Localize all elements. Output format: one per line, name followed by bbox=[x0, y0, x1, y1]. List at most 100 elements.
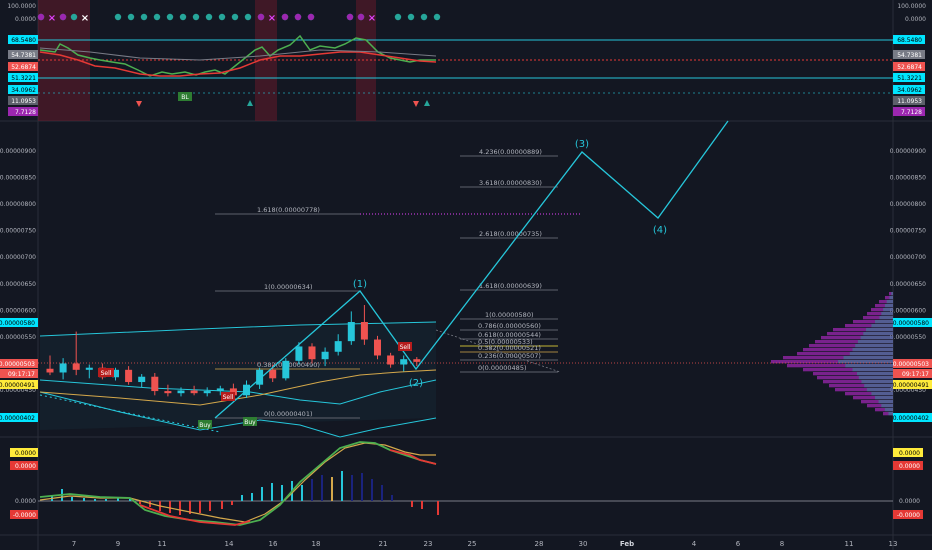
candle-body bbox=[360, 322, 368, 340]
top-value-badge bbox=[8, 62, 38, 71]
wave-label: (1) bbox=[353, 279, 367, 290]
volume-profile-bar bbox=[803, 348, 893, 352]
top-value-badge bbox=[893, 96, 925, 105]
volume-profile-bar-inner bbox=[886, 300, 893, 304]
signal-x-mark: × bbox=[48, 13, 56, 24]
macd-histogram-bar bbox=[311, 479, 313, 501]
top-value-badge bbox=[8, 35, 38, 44]
volume-profile-bar-inner bbox=[857, 372, 893, 376]
candle-body bbox=[85, 367, 93, 370]
badge-countdown-text: 09:17:17 bbox=[902, 371, 929, 378]
macd-histogram-bar bbox=[221, 501, 223, 509]
macd-histogram-bar bbox=[179, 501, 181, 515]
x-tick-label: 9 bbox=[116, 540, 120, 548]
top-value-labels-right: 68.5480 54.7381 52.6874 51.3221 34.0962 11.09… bbox=[893, 35, 925, 116]
macd-value-text: -0.0000 bbox=[13, 512, 36, 519]
candle-body bbox=[347, 322, 355, 342]
volume-profile-bar-inner bbox=[871, 392, 893, 396]
badge-yellow-text: 0.00000491 bbox=[893, 382, 929, 389]
top-value-text: 34.0962 bbox=[11, 87, 36, 94]
price-axis: 0.00000900 0.00000900 0.00000850 0.00000850… bbox=[0, 148, 926, 394]
signal-dot bbox=[420, 13, 428, 21]
badge-yellow-left-text: 0.00000491 bbox=[0, 382, 35, 389]
badge-current-price-left-text: 0.00000503 bbox=[0, 361, 35, 368]
candle-body bbox=[177, 390, 185, 394]
badge-cyan-upper-left bbox=[0, 318, 38, 327]
volume-profile-bar bbox=[823, 380, 893, 384]
fib-level-label: 2.618(0.00000735) bbox=[479, 230, 542, 238]
top-value-text: 51.3221 bbox=[11, 75, 36, 82]
candle-body bbox=[151, 376, 159, 392]
candle-body bbox=[229, 388, 237, 396]
fib-level-label: 0.786(0.00000560) bbox=[478, 322, 541, 330]
macd-histogram-bar bbox=[117, 498, 119, 501]
macd-value-text: 0.0000 bbox=[899, 450, 920, 457]
macd-value-text: 0.0000 bbox=[15, 498, 36, 505]
price-tick-left: 0.00000650 bbox=[0, 281, 36, 288]
candle-body bbox=[138, 376, 146, 383]
macd-histogram-bar bbox=[301, 485, 303, 501]
volume-profile-bar bbox=[817, 376, 893, 380]
x-tick-label: 11 bbox=[845, 540, 854, 548]
signal-markers: × × × × bbox=[37, 13, 441, 24]
volume-profile-bar bbox=[809, 344, 893, 348]
channel-lower bbox=[39, 391, 437, 438]
signal-dot-purple bbox=[307, 13, 315, 21]
rsi-line-red bbox=[39, 51, 437, 77]
volume-profile bbox=[771, 292, 893, 416]
macd-histogram-bar bbox=[371, 479, 373, 501]
top-value-text: 68.5480 bbox=[11, 37, 36, 44]
fib-level-label: 1(0.00000634) bbox=[264, 283, 313, 291]
price-tick-left: 0.00000800 bbox=[0, 201, 36, 208]
candle-body bbox=[334, 341, 342, 352]
fib-level-label: 4.236(0.00000889) bbox=[479, 148, 542, 156]
top-value-badge bbox=[8, 107, 38, 116]
macd-histogram-bar bbox=[351, 475, 353, 501]
scale-top-left: 100.0000 bbox=[7, 3, 36, 10]
macd-histogram-bar bbox=[189, 501, 191, 514]
scale-top-right: 100.0000 bbox=[897, 3, 926, 10]
volume-profile-bar-inner bbox=[889, 296, 893, 300]
macd-value-text: 0.0000 bbox=[15, 450, 36, 457]
volume-profile-bar bbox=[867, 404, 893, 408]
signal-dot bbox=[244, 13, 252, 21]
badge-countdown-left bbox=[0, 369, 38, 378]
x-tick-label: 7 bbox=[72, 540, 76, 548]
macd-value-badge bbox=[893, 461, 923, 470]
badge-cyan-upper bbox=[893, 318, 932, 327]
price-tick-left: 0.00000700 bbox=[0, 254, 36, 261]
trend-dotted bbox=[39, 394, 221, 433]
volume-profile-bar-inner bbox=[849, 352, 893, 356]
sell-flag-label: Sell bbox=[400, 344, 411, 351]
volume-profile-bar-inner bbox=[864, 384, 893, 388]
rsi-line-grey bbox=[39, 47, 437, 61]
x-tick-label: 14 bbox=[225, 540, 234, 548]
macd-histogram-bar bbox=[83, 498, 85, 501]
volume-profile-bar-inner bbox=[883, 308, 893, 312]
x-tick-label: 21 bbox=[379, 540, 388, 548]
fib-level-label: 0(0.00000485) bbox=[478, 364, 527, 372]
top-value-text: 68.5480 bbox=[897, 37, 922, 44]
bl-flag-label: BL bbox=[181, 94, 189, 101]
price-tick-left: 0.00000900 bbox=[0, 148, 36, 155]
signal-dot bbox=[153, 13, 161, 21]
scale-bottom-right: 0.0000 bbox=[905, 16, 926, 23]
macd-line bbox=[39, 441, 437, 526]
volume-profile-bar bbox=[889, 292, 893, 296]
volume-profile-bar-inner bbox=[881, 312, 893, 316]
price-tick-left: 0.00000450 bbox=[0, 387, 36, 394]
top-value-badge bbox=[8, 85, 38, 94]
top-value-text: 11.0953 bbox=[11, 98, 36, 105]
sell-flag bbox=[221, 392, 235, 401]
price-tick-left: 0.00000550 bbox=[0, 334, 36, 341]
signal-dot bbox=[179, 13, 187, 21]
macd-histogram-bar bbox=[341, 471, 343, 501]
signal-dot bbox=[127, 13, 135, 21]
x-tick-label: 4 bbox=[692, 540, 697, 548]
macd-histogram-bar bbox=[139, 501, 141, 504]
signal-dot-purple bbox=[294, 13, 302, 21]
x-tick-label: 25 bbox=[468, 540, 477, 548]
macd-labels-right: 0.0000 0.0000 0.0000 -0.0000 bbox=[893, 448, 923, 519]
signal-x-mark: × bbox=[81, 13, 89, 24]
